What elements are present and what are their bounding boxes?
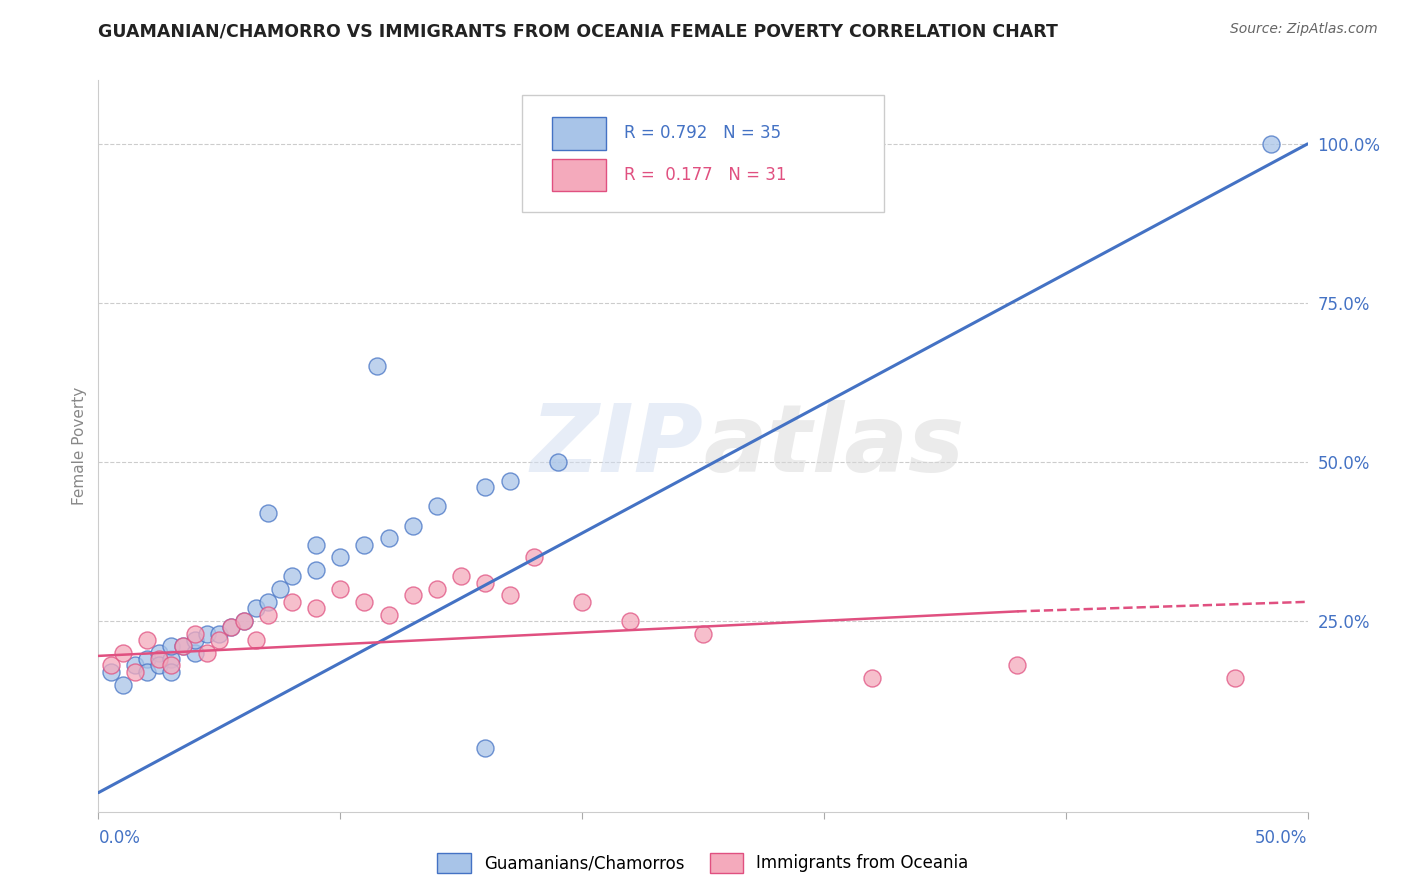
Point xyxy=(305,601,328,615)
Point xyxy=(172,640,194,654)
Point xyxy=(426,500,449,514)
Point xyxy=(184,646,207,660)
FancyBboxPatch shape xyxy=(551,159,606,192)
Point xyxy=(124,658,146,673)
Point xyxy=(305,538,328,552)
FancyBboxPatch shape xyxy=(551,117,606,150)
Point xyxy=(498,589,520,603)
Point xyxy=(135,665,157,679)
Point xyxy=(111,677,134,691)
Point xyxy=(100,665,122,679)
Point xyxy=(269,582,291,596)
Point xyxy=(135,652,157,666)
Point xyxy=(1260,136,1282,151)
Point xyxy=(160,665,183,679)
Point xyxy=(195,626,218,640)
Point xyxy=(160,652,183,666)
Y-axis label: Female Poverty: Female Poverty xyxy=(72,387,87,505)
Point xyxy=(208,632,231,647)
Point xyxy=(377,607,399,622)
Point xyxy=(860,671,883,685)
Point xyxy=(329,550,352,565)
Point xyxy=(135,632,157,647)
Point xyxy=(232,614,254,628)
Point xyxy=(474,480,496,494)
Point xyxy=(474,575,496,590)
Point xyxy=(305,563,328,577)
Point xyxy=(172,640,194,654)
Point xyxy=(195,646,218,660)
Point xyxy=(245,601,267,615)
Point xyxy=(111,646,134,660)
Point xyxy=(571,595,593,609)
Text: Source: ZipAtlas.com: Source: ZipAtlas.com xyxy=(1230,22,1378,37)
Point xyxy=(281,569,304,583)
Point xyxy=(402,589,425,603)
Point xyxy=(160,658,183,673)
Point xyxy=(692,626,714,640)
Point xyxy=(377,531,399,545)
Point xyxy=(281,595,304,609)
Point xyxy=(148,652,170,666)
Point xyxy=(426,582,449,596)
Point xyxy=(245,632,267,647)
Point xyxy=(232,614,254,628)
Text: R = 0.792   N = 35: R = 0.792 N = 35 xyxy=(624,124,782,142)
Legend: Guamanians/Chamorros, Immigrants from Oceania: Guamanians/Chamorros, Immigrants from Oc… xyxy=(430,847,976,880)
Point xyxy=(498,474,520,488)
Point xyxy=(184,626,207,640)
Point xyxy=(124,665,146,679)
Text: ZIP: ZIP xyxy=(530,400,703,492)
Point xyxy=(353,538,375,552)
Point xyxy=(256,506,278,520)
Point xyxy=(148,646,170,660)
Point xyxy=(1223,671,1246,685)
Point xyxy=(208,626,231,640)
Point xyxy=(148,658,170,673)
Text: GUAMANIAN/CHAMORRO VS IMMIGRANTS FROM OCEANIA FEMALE POVERTY CORRELATION CHART: GUAMANIAN/CHAMORRO VS IMMIGRANTS FROM OC… xyxy=(98,22,1059,40)
Text: R =  0.177   N = 31: R = 0.177 N = 31 xyxy=(624,167,787,185)
Point xyxy=(474,741,496,756)
FancyBboxPatch shape xyxy=(522,95,884,212)
Point xyxy=(1007,658,1029,673)
Text: 0.0%: 0.0% xyxy=(98,829,141,847)
Point xyxy=(160,640,183,654)
Point xyxy=(256,595,278,609)
Point xyxy=(366,359,388,374)
Point xyxy=(184,632,207,647)
Point xyxy=(450,569,472,583)
Point xyxy=(329,582,352,596)
Point xyxy=(256,607,278,622)
Text: atlas: atlas xyxy=(703,400,965,492)
Point xyxy=(547,455,569,469)
Point xyxy=(619,614,641,628)
Point xyxy=(523,550,546,565)
Point xyxy=(353,595,375,609)
Text: 50.0%: 50.0% xyxy=(1256,829,1308,847)
Point xyxy=(221,620,243,634)
Point xyxy=(100,658,122,673)
Point xyxy=(402,518,425,533)
Point xyxy=(221,620,243,634)
